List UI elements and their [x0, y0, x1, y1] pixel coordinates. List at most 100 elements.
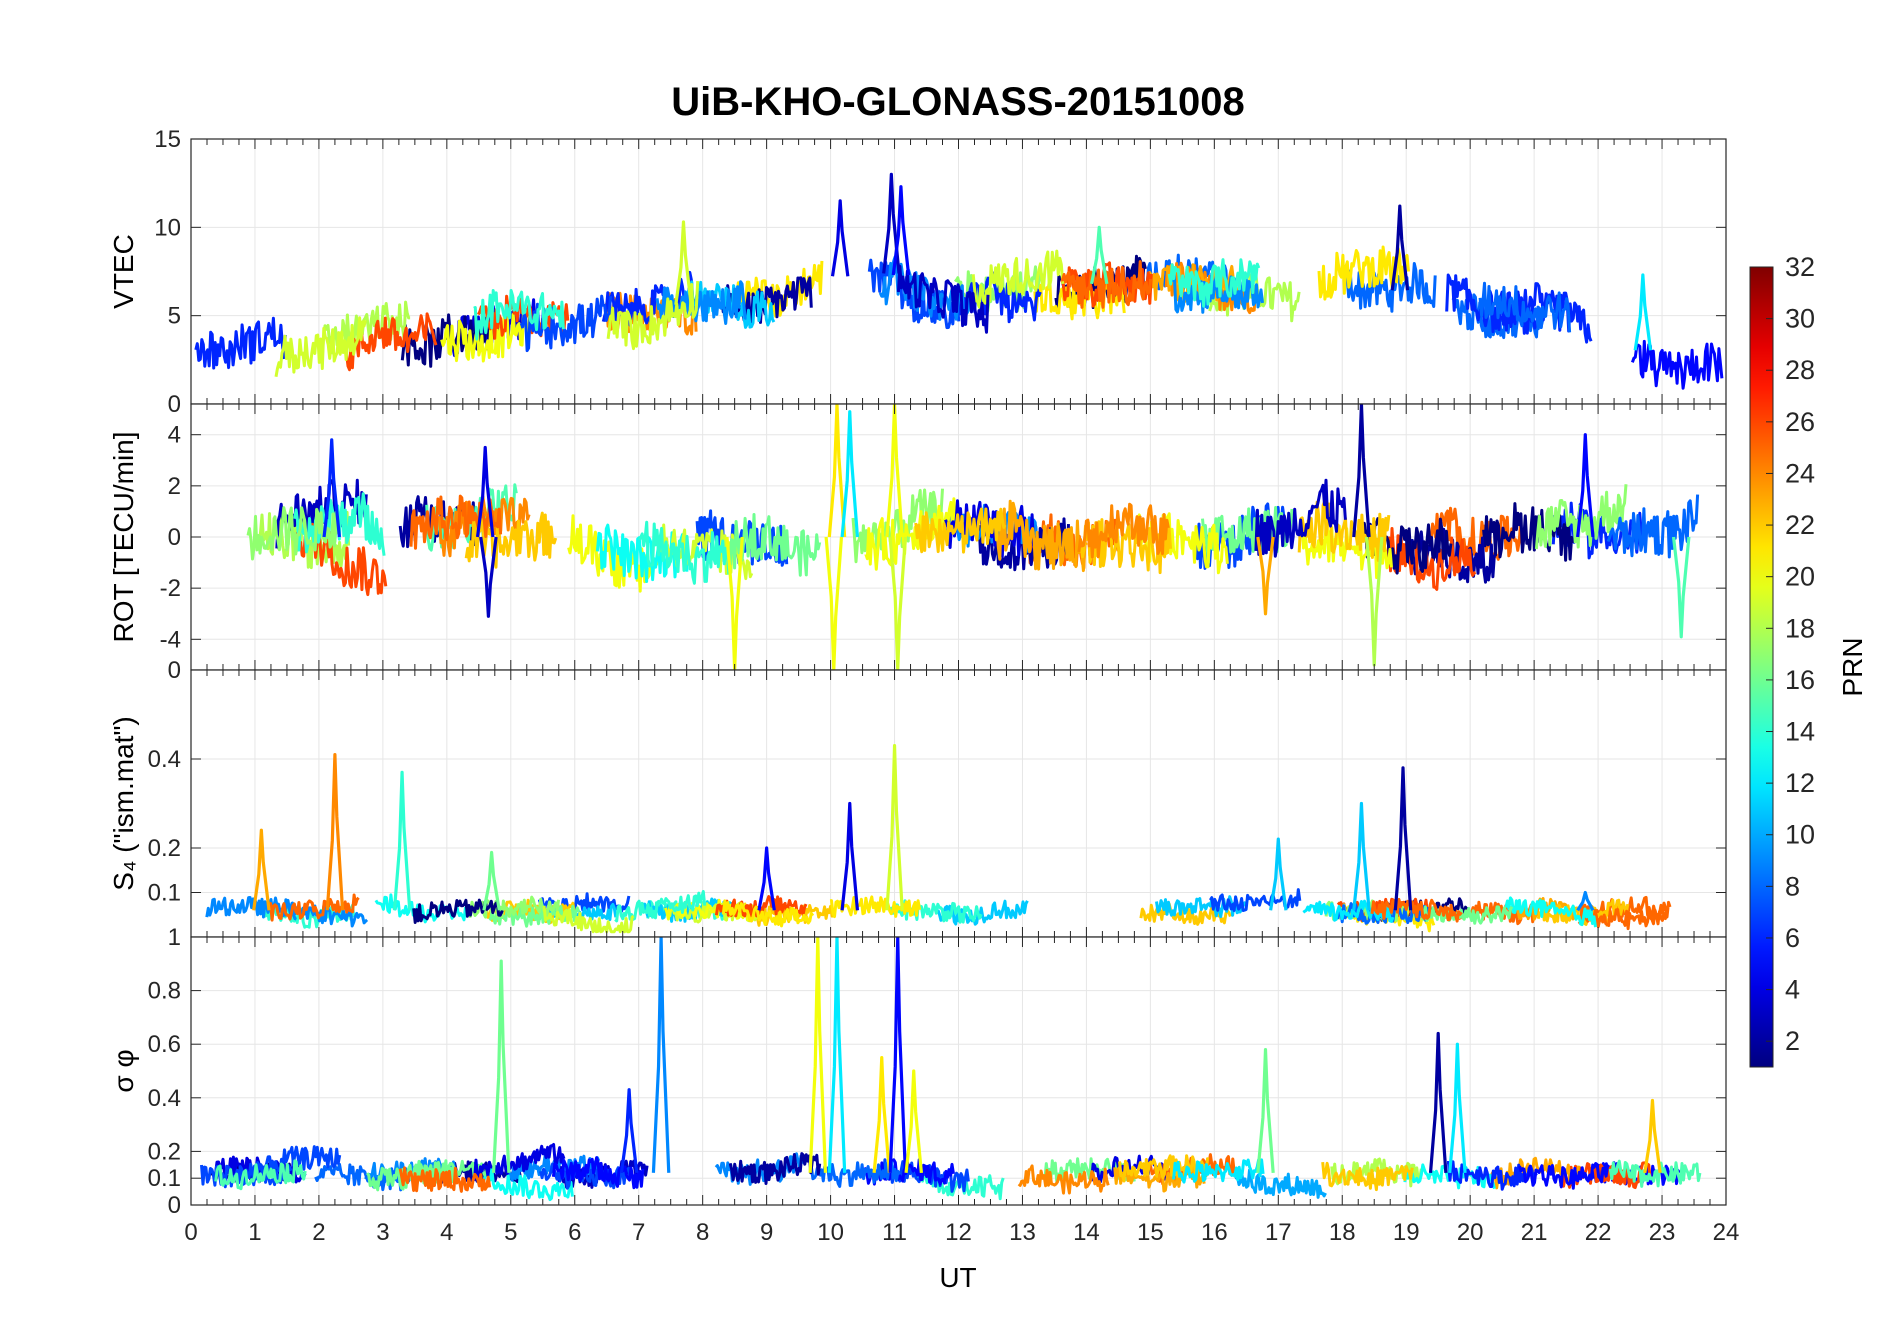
chart-title: UiB-KHO-GLONASS-20151008 [671, 80, 1245, 124]
series-line [655, 280, 747, 325]
y-tick-label: 0.1 [148, 880, 181, 907]
spike-line [1643, 1098, 1662, 1174]
series-line [409, 494, 503, 550]
colorbar-tick-label: 24 [1785, 458, 1815, 488]
panel-rot: -4 -2 0 2 4 ROT [TECU/min] [108, 403, 1727, 671]
spike-line [1633, 273, 1653, 351]
y-tick-label: 0 [168, 524, 181, 551]
x-tick-label: 20 [1457, 1219, 1484, 1246]
series-line [1482, 502, 1575, 562]
series-line [1518, 1162, 1610, 1190]
series-line [742, 902, 835, 927]
panel-series [205, 744, 1672, 934]
spike-line [830, 199, 850, 277]
spike-line [325, 752, 345, 911]
x-tick-label: 15 [1137, 1219, 1164, 1246]
series-line [1171, 272, 1264, 314]
series-line [1234, 1168, 1327, 1199]
series-line [728, 1152, 822, 1185]
series-line [473, 289, 565, 341]
series-line [1254, 478, 1347, 558]
x-tick-label: 6 [568, 1219, 581, 1246]
x-tick-label: 7 [632, 1219, 645, 1246]
series-line [551, 1156, 645, 1190]
spike-line [824, 536, 844, 670]
series-line [274, 316, 367, 378]
series-line [1167, 258, 1261, 308]
series-line [1478, 281, 1572, 333]
panel-x-ticks [190, 404, 1727, 670]
spike-line [1390, 204, 1410, 291]
spike-line [827, 404, 847, 538]
series-line [829, 895, 922, 919]
colorbar-tick-label: 12 [1785, 768, 1815, 798]
colorbar-tick-label: 18 [1785, 613, 1815, 643]
series-line [1321, 1161, 1414, 1192]
series-line [1172, 1158, 1265, 1184]
panel-y-ticks: 00.10.2 0.4 0.6 0.8 1 [148, 924, 1726, 1219]
y-tick-label: 0.8 [148, 978, 181, 1005]
x-tick-label: 19 [1393, 1219, 1420, 1246]
series-line [1060, 261, 1153, 308]
spike-line [479, 536, 498, 618]
spike-line [1089, 225, 1109, 285]
x-tick-label: 10 [817, 1219, 844, 1246]
spike-line [1256, 536, 1275, 616]
series-line [1359, 517, 1453, 575]
spike-line [322, 438, 341, 538]
series-line [1370, 897, 1463, 923]
spike-line [1352, 404, 1371, 538]
spike-line [1428, 1031, 1448, 1173]
y-tick-label: 0 [168, 657, 181, 684]
y-tick-label: 0.1 [148, 1165, 181, 1192]
x-tick-label: 17 [1265, 1219, 1292, 1246]
series-line [995, 499, 1088, 573]
spike-line [885, 744, 904, 911]
series-line [246, 506, 340, 561]
spike-line [651, 937, 671, 1173]
series-line [614, 890, 707, 923]
spike-line [1256, 1047, 1275, 1173]
series-line [1608, 1159, 1702, 1188]
y-tick-label: 10 [154, 214, 181, 241]
y-tick-label: 0.4 [148, 746, 181, 773]
spike-line [882, 172, 901, 274]
panel-series [246, 404, 1700, 670]
spike-line [872, 1055, 892, 1173]
colorbar-tick-label: 6 [1785, 923, 1800, 953]
panel-x-ticks [190, 670, 1727, 937]
panel-sigma: 00.10.2 0.4 0.6 0.8 1 σ φ [108, 924, 1727, 1219]
x-tick-label: 24 [1713, 1219, 1740, 1246]
spike-line [475, 445, 495, 538]
spike-line [482, 850, 501, 911]
panel-y-ticks: -4 -2 0 2 4 [160, 422, 1726, 653]
x-tick-label: 16 [1201, 1219, 1228, 1246]
y-tick-label: 15 [154, 126, 181, 153]
series-line [971, 249, 1065, 309]
x-tick-label: 5 [504, 1219, 517, 1246]
y-axis-label-vtec: VTEC [108, 234, 139, 309]
series-line [896, 264, 990, 334]
series-line [1344, 262, 1437, 313]
colorbar-tick-label: 4 [1785, 975, 1800, 1005]
spike-line [619, 1088, 639, 1174]
spike-line [1448, 1042, 1467, 1173]
y-tick-label: 0.4 [148, 1085, 181, 1112]
spike-line [1269, 837, 1288, 911]
x-tick-label: 13 [1009, 1219, 1036, 1246]
series-line [1017, 1164, 1110, 1195]
series-line [1421, 905, 1514, 925]
panel-series [200, 937, 1702, 1202]
spike-line [491, 959, 511, 1173]
y-tick-label: 0.2 [148, 835, 181, 862]
spike-line [1393, 766, 1413, 911]
panel-vtec: 0 5 10 15 VTEC [108, 126, 1727, 418]
series-line [1302, 899, 1395, 923]
colorbar-tick-label: 26 [1785, 407, 1815, 437]
y-tick-label: -2 [160, 575, 181, 602]
panel-y-ticks: 0.1 0.2 0.4 0 [148, 657, 1726, 907]
series-line [293, 492, 386, 556]
panel-s4: 0.1 0.2 0.4 0 S₄ ("ism.mat") [108, 657, 1727, 938]
series-line [944, 499, 1037, 558]
series-line [519, 294, 613, 353]
